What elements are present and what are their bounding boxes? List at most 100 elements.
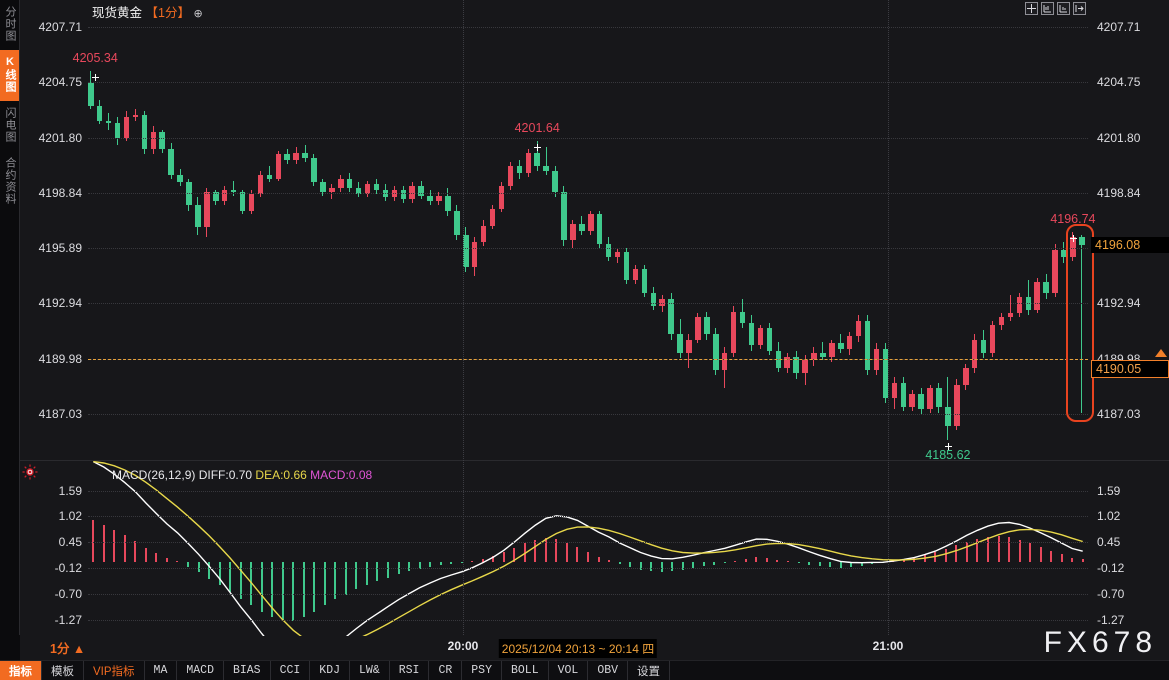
candle-body: [346, 178, 353, 189]
candle-body: [320, 182, 326, 192]
candle-body: [757, 328, 764, 346]
tab-indicator-lw[interactable]: LW&: [350, 661, 390, 680]
last-price-badge: 4196.08: [1091, 236, 1169, 253]
tab-templates[interactable]: 模板: [42, 661, 84, 680]
chart-container[interactable]: 现货黄金 【1分】 ⊕ 4205.34 4201.64 4196.74 4185.6: [20, 0, 1169, 660]
candlestick: [927, 0, 933, 460]
candlestick: [177, 0, 183, 460]
price-arrow-icon: [1155, 348, 1167, 357]
candlestick: [409, 0, 415, 460]
macd-histogram-bar: [144, 547, 147, 563]
macd-histogram-bar: [271, 562, 274, 618]
price-gridline: [88, 414, 1088, 415]
macd-histogram-bar: [1071, 557, 1074, 563]
zoom-in-tool-icon[interactable]: [1041, 2, 1054, 15]
sidebar-item-kline[interactable]: K线图: [0, 50, 19, 101]
candlestick: [954, 0, 960, 460]
macd-histogram-bar: [608, 560, 611, 563]
candlestick: [561, 0, 567, 460]
shift-right-tool-icon[interactable]: [1073, 2, 1086, 15]
tab-settings[interactable]: 设置: [628, 661, 671, 680]
sidebar-item-lightning[interactable]: 闪电图: [4, 107, 16, 143]
macd-histogram-bar: [618, 562, 621, 565]
candlestick: [552, 0, 558, 460]
macd-gridline: [88, 516, 1088, 518]
tab-indicator-boll[interactable]: BOLL: [502, 661, 549, 680]
macd-histogram-bar: [460, 562, 463, 564]
price-gridline: [88, 26, 1088, 28]
tab-indicator-bias[interactable]: BIAS: [224, 661, 271, 680]
tab-indicators[interactable]: 指标: [0, 661, 42, 680]
price-gridline: [88, 248, 1088, 250]
candlestick: [873, 0, 880, 460]
macd-histogram-bar: [965, 541, 968, 563]
chart-title: 现货黄金 【1分】 ⊕: [92, 2, 203, 21]
macd-histogram-bar: [818, 562, 821, 567]
sidebar-item-contract-info[interactable]: 合约资料: [4, 157, 16, 205]
macd-histogram-bar: [387, 562, 389, 578]
macd-histogram-bar: [481, 558, 484, 563]
macd-marker-icon[interactable]: [22, 464, 38, 480]
macd-histogram-bar: [260, 562, 263, 612]
tab-indicator-cci[interactable]: CCI: [271, 661, 311, 680]
candle-body: [525, 152, 532, 174]
tab-indicator-psy[interactable]: PSY: [462, 661, 502, 680]
candle-body: [766, 328, 773, 351]
crosshair-tool-icon[interactable]: [1025, 2, 1038, 15]
candle-body: [579, 223, 585, 232]
tab-indicator-vol[interactable]: VOL: [549, 661, 589, 680]
tab-indicator-kdj[interactable]: KDJ: [310, 661, 351, 680]
candlestick: [900, 0, 907, 460]
macd-axis-label-left: -0.12: [54, 560, 82, 575]
candlestick: [516, 0, 523, 460]
tab-indicator-rsi[interactable]: RSI: [390, 661, 430, 680]
macd-histogram-bar: [660, 562, 663, 573]
candlestick: [623, 0, 630, 460]
candle-body: [971, 339, 978, 368]
period-label: 【1分】: [145, 6, 190, 20]
tab-indicator-macd[interactable]: MACD: [177, 661, 224, 680]
price-panel[interactable]: 现货黄金 【1分】 ⊕ 4205.34 4201.64 4196.74 4185.6: [20, 0, 1169, 462]
candle-body: [864, 320, 871, 370]
candle-body: [1052, 249, 1058, 293]
macd-histogram-bar: [776, 559, 779, 563]
candlestick: [1061, 0, 1067, 460]
tab-indicator-ma[interactable]: MA: [145, 661, 178, 680]
macd-histogram-bar: [450, 562, 453, 565]
candle-wick: [268, 165, 270, 183]
macd-settings-icon[interactable]: [24, 5, 38, 19]
price-plot-area[interactable]: 4205.34 4201.64 4196.74 4185.62: [73, 0, 1096, 462]
macd-plot-area[interactable]: [88, 461, 1088, 636]
tab-vip-indicators[interactable]: VIP指标: [84, 661, 145, 680]
candle-body: [927, 388, 933, 409]
indicator-tab-bar[interactable]: 指标 模板 VIP指标 MA MACD BIAS CCI KDJ LW& RSI CR PSY BOLL…: [0, 660, 1169, 680]
candle-body: [471, 242, 478, 267]
candle-body: [463, 234, 469, 267]
candle-body: [829, 343, 835, 357]
annotation-cross-icon: [944, 437, 952, 451]
candlestick: [757, 0, 764, 460]
candle-body: [650, 292, 657, 306]
candlestick: [195, 0, 201, 460]
candle-body: [820, 352, 826, 357]
candle-body: [838, 343, 844, 350]
price-axis-label-left: 4192.94: [38, 296, 82, 311]
tab-indicator-cr[interactable]: CR: [429, 661, 463, 680]
macd-histogram-bar: [176, 561, 179, 563]
macd-histogram-bar: [629, 562, 632, 567]
sidebar-item-timeline[interactable]: 分时图: [4, 6, 16, 42]
crosshair-icon[interactable]: ⊕: [193, 8, 203, 20]
macd-histogram-bar: [102, 524, 105, 563]
chart-tool-buttons[interactable]: [1025, 2, 1086, 15]
macd-panel[interactable]: MACD(26,12,9) DIFF:0.70 DEA:0.66 MACD:0.…: [20, 460, 1169, 636]
candlestick: [159, 0, 165, 460]
candle-body: [900, 382, 907, 408]
price-axis-label-left: 4204.75: [38, 75, 82, 90]
price-axis-label-left: 4207.71: [38, 19, 82, 34]
candlestick: [445, 0, 451, 460]
candle-body: [489, 208, 496, 226]
candlestick: [391, 0, 398, 460]
macd-histogram-bar: [997, 536, 1000, 563]
zoom-out-tool-icon[interactable]: [1057, 2, 1070, 15]
tab-indicator-obv[interactable]: OBV: [588, 661, 629, 680]
